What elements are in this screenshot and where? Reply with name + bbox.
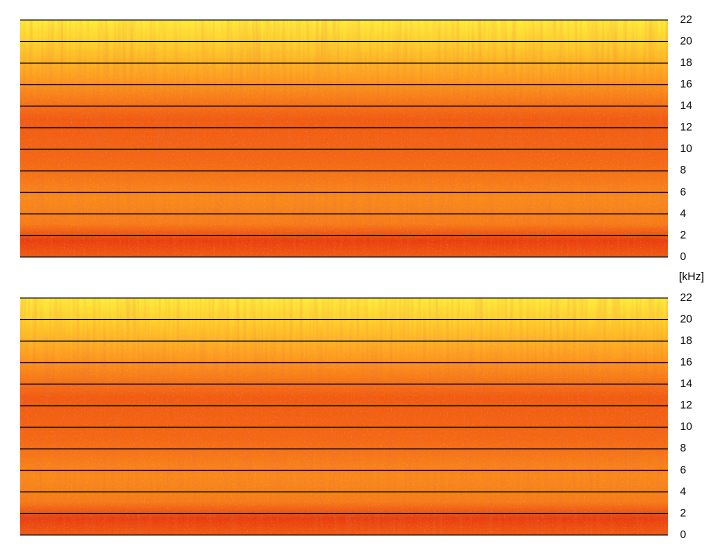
y-tick-label: 6 — [680, 186, 686, 198]
y-tick-label: 8 — [680, 443, 686, 455]
y-tick-label: 14 — [680, 100, 692, 112]
y-tick-label: 0 — [680, 529, 686, 541]
y-tick-label: 8 — [680, 165, 686, 177]
y-tick-label: 6 — [680, 464, 686, 476]
y-tick-label: 22 — [680, 292, 692, 304]
y-tick-label: 4 — [680, 208, 686, 220]
y-tick-label: 22 — [680, 14, 692, 26]
y-tick-label: 12 — [680, 400, 692, 412]
y-tick-label: 4 — [680, 486, 686, 498]
y-tick-label: 16 — [680, 79, 692, 91]
y-tick-label: 10 — [680, 421, 692, 433]
y-tick-label: 10 — [680, 143, 692, 155]
y-tick-label: 20 — [680, 313, 692, 325]
spectrogram-speckle — [20, 298, 668, 535]
y-tick-label: 14 — [680, 378, 692, 390]
y-tick-label: 20 — [680, 35, 692, 47]
y-tick-label: 2 — [680, 229, 686, 241]
y-tick-label: 18 — [680, 335, 692, 347]
y-tick-label: 16 — [680, 357, 692, 369]
y-tick-label: 2 — [680, 507, 686, 519]
y-axis-unit: [kHz] — [679, 271, 704, 283]
y-tick-label: 0 — [680, 251, 686, 263]
spectrogram-speckle — [20, 20, 668, 257]
y-tick-label: 12 — [680, 122, 692, 134]
y-tick-label: 18 — [680, 57, 692, 69]
